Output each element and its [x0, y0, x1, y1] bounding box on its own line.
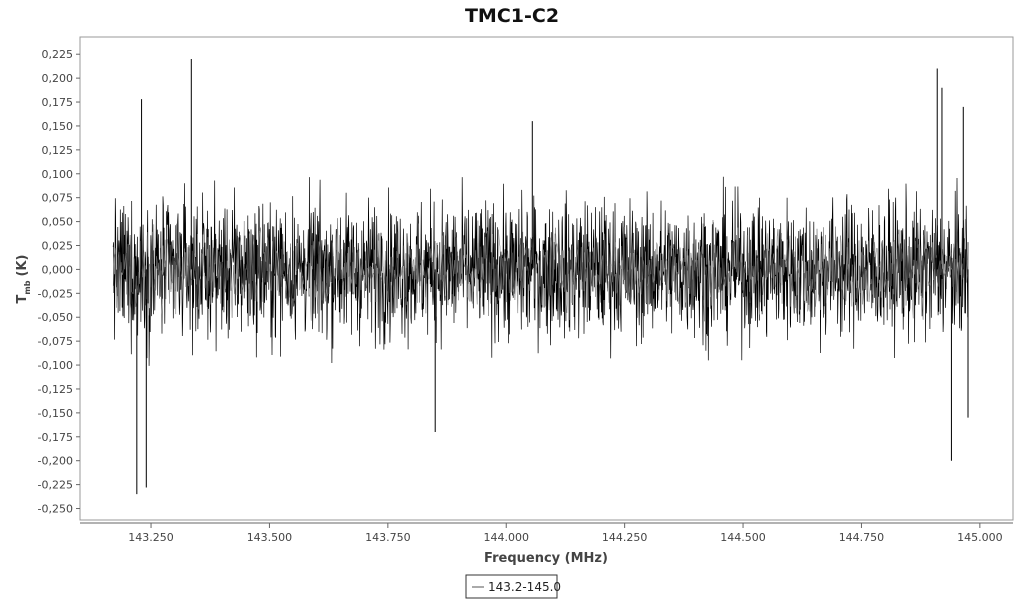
legend-box — [465, 574, 558, 599]
y-tick-label: -0,150 — [38, 407, 73, 420]
y-tick-label: -0,100 — [38, 359, 73, 372]
series-line-overlay — [112, 218, 969, 322]
y-tick-label: -0,050 — [38, 311, 73, 324]
y-tick-label: 0,125 — [42, 144, 74, 157]
legend-entry: 143.2-145.0 — [488, 580, 561, 594]
y-tick-label: -0,025 — [38, 287, 73, 300]
y-tick-label: -0,125 — [38, 383, 73, 396]
chart-title: TMC1-C2 — [465, 5, 559, 27]
y-axis-label-sub: mb — [23, 280, 32, 294]
y-tick-label: -0,200 — [38, 455, 73, 468]
x-tick-label: 143.500 — [247, 531, 293, 544]
x-tick-label: 144.250 — [602, 531, 648, 544]
y-tick-label: 0,100 — [42, 168, 74, 181]
y-tick-label: 0,050 — [42, 216, 74, 229]
x-axis: 143.250 143.500 143.750 144.000 144.250 144.5… — [80, 522, 1013, 544]
legend[interactable]: 143.2-145.0 — [465, 574, 561, 599]
y-tick-label: 0,200 — [42, 72, 74, 85]
y-tick-label: 0,025 — [42, 240, 74, 253]
y-tick-label: 0,175 — [42, 96, 74, 109]
y-tick-label: 0,225 — [42, 48, 74, 61]
x-axis-label: Frequency (MHz) — [484, 551, 608, 566]
y-tick-label: -0,075 — [38, 335, 73, 348]
y-tick-label: 0,000 — [42, 263, 74, 276]
svg-text:Tmb(K): Tmb (K) — [15, 255, 32, 304]
series-line — [112, 176, 969, 366]
y-tick-label: 0,075 — [42, 192, 74, 205]
x-tick-label: 144.750 — [839, 531, 885, 544]
x-tick-label: 144.500 — [720, 531, 766, 544]
x-tick-label: 143.750 — [365, 531, 411, 544]
y-tick-label: -0,225 — [38, 479, 73, 492]
x-tick-label: 144.000 — [483, 531, 529, 544]
plot-area-frame — [79, 36, 1014, 521]
y-axis: 0,225 0,200 0,175 0,150 0,125 0,100 0,075 0,050… — [38, 48, 80, 516]
y-axis-label-unit: (K) — [15, 255, 30, 277]
y-tick-label: -0,175 — [38, 431, 73, 444]
x-tick-label: 143.250 — [128, 531, 174, 544]
y-axis-label: Tmb (K) — [15, 255, 32, 304]
y-tick-label: -0,250 — [38, 503, 73, 516]
series-group — [112, 58, 969, 495]
y-tick-label: 0,150 — [42, 120, 74, 133]
y-axis-label-main: T — [15, 294, 30, 303]
x-tick-label: 145.000 — [957, 531, 1003, 544]
